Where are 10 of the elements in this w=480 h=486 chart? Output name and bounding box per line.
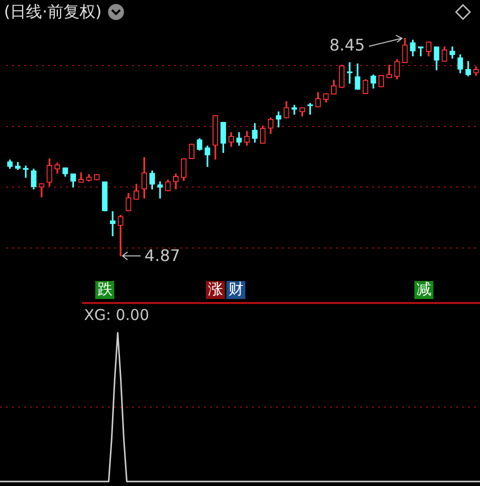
text: 跌	[97, 280, 112, 298]
chart-title: XG: 0.00	[84, 306, 150, 324]
text: 涨	[208, 280, 223, 298]
text: 财	[228, 280, 244, 298]
annotation: 4.87	[144, 246, 180, 266]
annotation: 8.45	[329, 35, 365, 54]
candlestick	[118, 214, 124, 256]
candlestick	[157, 181, 163, 199]
chart-title: (日线·前复权)	[4, 2, 102, 22]
text: 减	[416, 280, 432, 298]
